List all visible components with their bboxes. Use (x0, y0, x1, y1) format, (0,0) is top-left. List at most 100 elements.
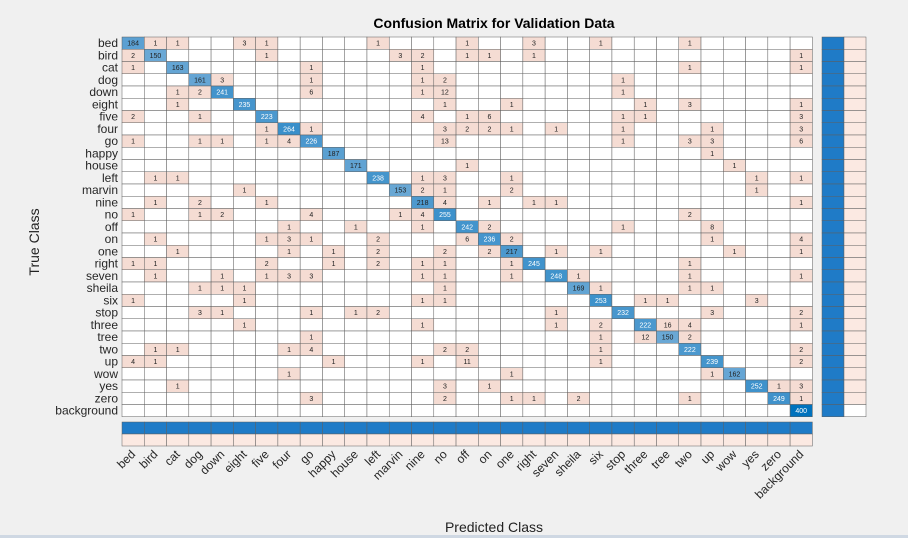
matrix-cell-two-house (344, 343, 368, 356)
matrix-cell-sheila-marvin (388, 281, 412, 295)
matrix-cell-right-eight (233, 257, 256, 270)
cell-value-one-wow: 1 (732, 249, 736, 256)
matrix-cell-bird-dog (188, 49, 212, 62)
row-summary-error-four (843, 122, 867, 136)
row-summary-correct-bird (821, 49, 845, 62)
matrix-cell-right-tree (656, 257, 679, 270)
cell-value-eight-three: 1 (643, 102, 647, 109)
matrix-cell-happy-five (255, 147, 279, 160)
matrix-cell-background-sheila (567, 404, 590, 417)
matrix-cell-two-yes (745, 343, 769, 356)
matrix-cell-up-stop (611, 355, 635, 368)
matrix-cell-nine-three (633, 196, 657, 209)
cell-value-wow-wow: 162 (729, 371, 741, 378)
matrix-cell-cat-zero (767, 61, 791, 74)
y-tick-happy: happy (85, 146, 118, 160)
matrix-cell-go-sheila (567, 134, 590, 148)
matrix-cell-happy-go (299, 147, 323, 160)
row-summary-correct-sheila (821, 281, 845, 295)
matrix-cell-no-one (500, 208, 524, 221)
matrix-cell-happy-down (210, 147, 234, 160)
matrix-cell-bird-left (366, 49, 390, 62)
cell-value-up-six: 1 (599, 359, 603, 366)
matrix-cell-five-cat (166, 110, 190, 123)
matrix-cell-dog-six (589, 73, 613, 87)
matrix-cell-marvin-three (633, 183, 657, 197)
matrix-cell-wow-yes (745, 367, 769, 381)
matrix-cell-house-left (366, 159, 390, 172)
matrix-cell-five-house (344, 110, 368, 123)
y-tick-go: go (105, 134, 119, 148)
matrix-cell-dog-two (678, 73, 702, 87)
matrix-cell-up-eight (233, 355, 256, 368)
matrix-cell-on-seven (544, 232, 568, 246)
matrix-cell-stop-happy (322, 306, 345, 319)
matrix-cell-background-bed (121, 404, 145, 417)
col-summary-correct-zero (767, 421, 791, 435)
matrix-cell-two-zero (767, 343, 791, 356)
cell-value-seven-nine: 1 (421, 273, 425, 280)
matrix-cell-down-eight (233, 85, 256, 99)
col-summary-error-background (789, 433, 813, 447)
matrix-cell-seven-marvin (388, 269, 412, 283)
cell-value-five-nine: 4 (421, 114, 425, 121)
y-tick-zero: zero (95, 391, 119, 405)
matrix-cell-eight-four (277, 98, 301, 111)
row-summary-correct-up (821, 355, 845, 368)
matrix-cell-down-zero (767, 85, 791, 99)
matrix-cell-tree-bed (121, 330, 145, 344)
row-summary-error-bed (843, 36, 867, 50)
x-axis-label: Predicted Class (445, 519, 543, 535)
matrix-cell-eight-marvin (388, 98, 412, 111)
matrix-cell-yes-three (633, 379, 657, 393)
row-summary-error-house (843, 159, 867, 172)
matrix-cell-happy-four (277, 147, 301, 160)
y-tick-off: off (105, 220, 119, 234)
matrix-cell-two-up (700, 343, 724, 356)
cell-value-nine-no: 4 (443, 200, 447, 207)
matrix-cell-zero-cat (166, 392, 190, 405)
matrix-cell-down-sheila (567, 85, 590, 99)
matrix-cell-eight-on (478, 98, 501, 111)
matrix-cell-tree-bird (144, 330, 167, 344)
matrix-cell-cat-sheila (567, 61, 590, 74)
matrix-cell-wow-background (789, 367, 813, 381)
matrix-cell-one-off (455, 245, 479, 258)
matrix-cell-wow-no (433, 367, 457, 381)
matrix-cell-four-left (366, 122, 390, 136)
matrix-cell-seven-zero (767, 269, 791, 283)
matrix-cell-house-happy (322, 159, 345, 172)
matrix-cell-down-four (277, 85, 301, 99)
cell-value-bird-five: 1 (265, 53, 269, 60)
matrix-cell-five-left (366, 110, 390, 123)
matrix-cell-off-go (299, 220, 323, 234)
y-tick-three: three (91, 318, 119, 332)
matrix-cell-bed-on (478, 36, 501, 50)
cell-value-right-bird: 1 (153, 261, 157, 268)
matrix-cell-no-yes (745, 208, 769, 221)
matrix-cell-seven-right (522, 269, 546, 283)
matrix-cell-tree-background (789, 330, 813, 344)
matrix-cell-four-happy (322, 122, 345, 136)
cell-value-three-seven: 1 (554, 322, 558, 329)
row-summary-correct-cat (821, 61, 845, 74)
matrix-cell-zero-down (210, 392, 234, 405)
matrix-cell-tree-cat (166, 330, 190, 344)
matrix-cell-background-two (678, 404, 702, 417)
matrix-cell-sheila-house (344, 281, 368, 295)
matrix-cell-left-five (255, 171, 279, 185)
matrix-cell-yes-seven (544, 379, 568, 393)
matrix-cell-on-yes (745, 232, 769, 246)
matrix-cell-four-eight (233, 122, 256, 136)
matrix-cell-background-three (633, 404, 657, 417)
matrix-cell-four-sheila (567, 122, 590, 136)
matrix-cell-bird-cat (166, 49, 190, 62)
cell-value-eight-background: 1 (799, 102, 803, 109)
col-summary-correct-marvin (388, 421, 412, 435)
matrix-cell-no-right (522, 208, 546, 221)
matrix-cell-tree-nine (411, 330, 435, 344)
matrix-cell-wow-marvin (388, 367, 412, 381)
matrix-cell-down-background (789, 85, 813, 99)
cell-value-zero-no: 2 (443, 396, 447, 403)
matrix-cell-five-up (700, 110, 724, 123)
